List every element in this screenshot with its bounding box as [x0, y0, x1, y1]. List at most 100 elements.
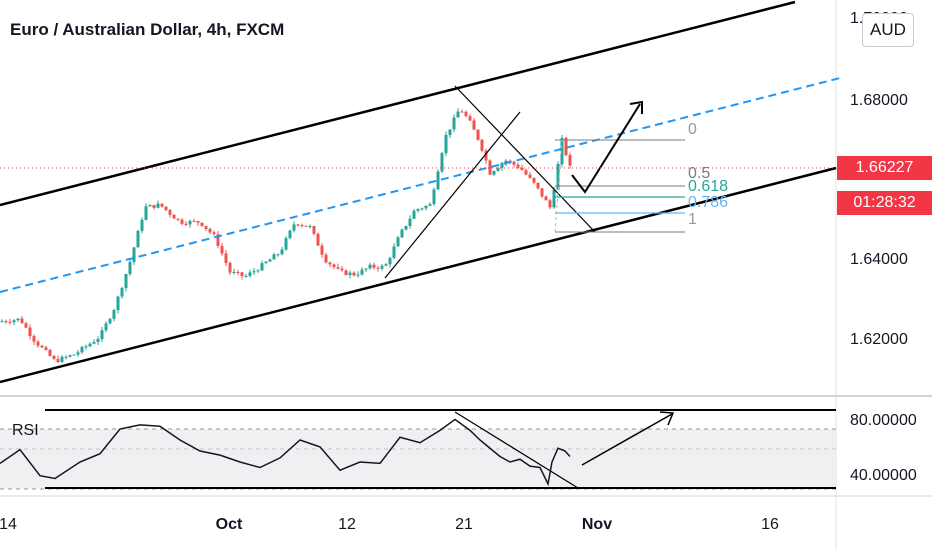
- candle-body: [532, 177, 536, 183]
- candle-body: [0, 321, 4, 323]
- candle-body: [460, 111, 464, 113]
- candle-body: [80, 346, 84, 353]
- candle-body: [208, 228, 212, 233]
- trend-line-falling[interactable]: [454, 85, 596, 233]
- candle-body: [308, 226, 312, 228]
- candle-body: [408, 218, 412, 226]
- candle-body: [76, 352, 80, 355]
- candle-body: [340, 268, 344, 271]
- candle-body: [528, 174, 532, 178]
- candle-body: [44, 347, 48, 350]
- candle-body: [260, 263, 264, 271]
- candle-body: [300, 225, 304, 227]
- candle-body: [84, 346, 88, 348]
- candle-body: [48, 349, 52, 356]
- fib-label-05: 0.5: [688, 165, 710, 182]
- candle-body: [92, 341, 96, 344]
- candle-body: [100, 330, 104, 339]
- candle-body: [160, 203, 164, 207]
- candle-body: [4, 321, 8, 323]
- candle-body: [224, 253, 228, 263]
- channel-lower-line[interactable]: [0, 166, 837, 384]
- candle-body: [216, 234, 220, 246]
- candle-body: [40, 345, 44, 348]
- candle-body: [348, 272, 352, 276]
- candle-body: [376, 267, 380, 269]
- candle-body: [544, 196, 548, 201]
- candle-body: [248, 272, 252, 276]
- candle-body: [564, 137, 568, 156]
- candle-body: [444, 134, 448, 154]
- rsi-trend-line[interactable]: [454, 411, 579, 489]
- candle-body: [324, 254, 328, 263]
- candle-body: [104, 323, 108, 331]
- candle-body: [32, 335, 36, 342]
- candle-body: [228, 262, 232, 273]
- rsi-band: [0, 429, 836, 489]
- candle-body: [384, 264, 388, 266]
- candle-body: [428, 204, 432, 206]
- candle-body: [368, 264, 372, 269]
- candle-body: [52, 355, 56, 359]
- candle-body: [72, 354, 76, 356]
- fib-label-0618: 0.618: [688, 178, 728, 195]
- rsi-tick-40: 40.00000: [850, 467, 917, 484]
- candle-body: [312, 226, 316, 234]
- candle-body: [196, 220, 200, 223]
- candle-body: [16, 318, 20, 321]
- candle-body: [60, 356, 64, 363]
- price-tick-1680: 1.68000: [850, 92, 908, 109]
- projection-path[interactable]: [571, 103, 641, 194]
- candle-body: [364, 268, 368, 270]
- fibonacci-retracement[interactable]: 0 0.5 0.618 0.786 1: [554, 121, 728, 233]
- rsi-projection[interactable]: [581, 413, 673, 466]
- candle-body: [240, 272, 244, 277]
- candle-body: [316, 233, 320, 246]
- candle-body: [520, 167, 524, 171]
- candle-body: [480, 139, 484, 151]
- candle-body: [304, 225, 308, 227]
- candle-body: [440, 153, 444, 172]
- last-price-label: 1.66227: [837, 156, 932, 180]
- candle-body: [232, 272, 236, 274]
- projection-arrowhead: [629, 100, 643, 114]
- candle-body: [472, 120, 476, 130]
- currency-button[interactable]: AUD: [862, 13, 914, 47]
- candle-body: [64, 356, 68, 358]
- candle-body: [336, 267, 340, 269]
- candle-body: [416, 208, 420, 211]
- candle-body: [388, 257, 392, 265]
- candle-body: [256, 270, 260, 272]
- time-tick-21: 21: [455, 516, 473, 533]
- candles-group: [0, 108, 572, 363]
- candle-body: [268, 259, 272, 262]
- time-tick-nov: Nov: [582, 516, 612, 533]
- candle-body: [20, 318, 24, 324]
- rsi-indicator-label: RSI: [12, 422, 39, 439]
- rsi-tick-80: 80.00000: [850, 412, 917, 429]
- channel-midline[interactable]: [0, 77, 841, 293]
- trend-line-rising[interactable]: [384, 111, 521, 279]
- candle-body: [556, 164, 560, 190]
- time-tick-14: 14: [0, 516, 17, 533]
- candle-body: [220, 245, 224, 254]
- channel-upper-line[interactable]: [0, 0, 796, 207]
- fib-label-1: 1: [688, 211, 697, 228]
- candle-body: [276, 254, 280, 256]
- candle-body: [328, 262, 332, 265]
- candle-body: [164, 206, 168, 211]
- candle-body: [516, 164, 520, 168]
- chart-title: Euro / Australian Dollar, 4h, FXCM: [10, 20, 285, 39]
- candle-body: [132, 247, 136, 262]
- candle-body: [568, 155, 572, 166]
- candle-body: [344, 270, 348, 276]
- candle-body: [284, 238, 288, 250]
- candle-body: [272, 254, 276, 260]
- candle-body: [176, 218, 180, 220]
- candle-body: [452, 117, 456, 130]
- candle-body: [488, 160, 492, 175]
- candle-body: [512, 161, 516, 165]
- candle-body: [188, 220, 192, 225]
